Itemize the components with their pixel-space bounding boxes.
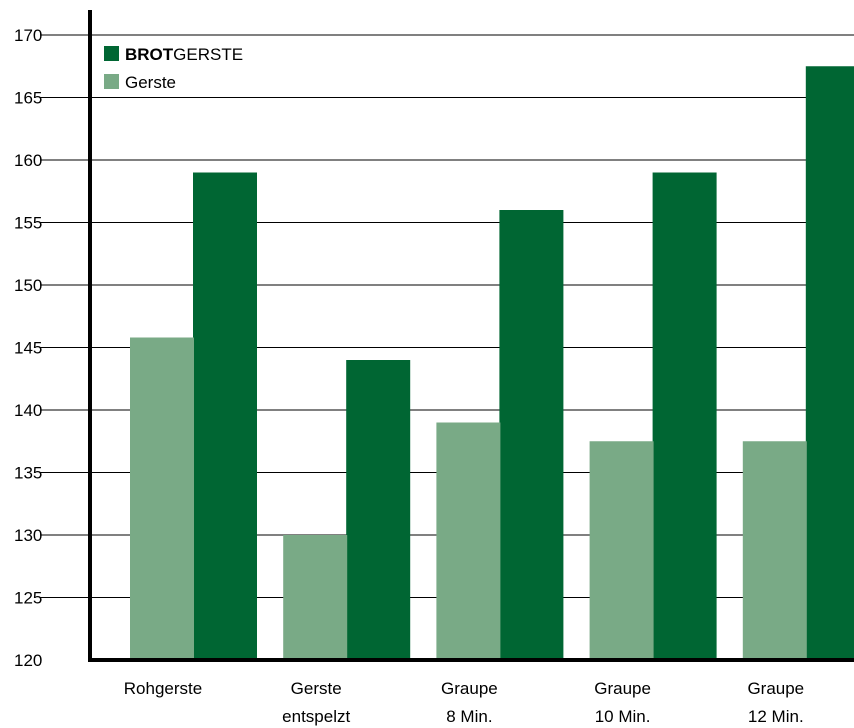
y-tick-labels: 120 125 130 135 140 145 150 155 160 165 170 xyxy=(14,26,42,670)
x-category-label: 12 Min. xyxy=(748,707,804,726)
y-tick-label: 135 xyxy=(14,464,42,483)
y-tick-label: 125 xyxy=(14,589,42,608)
axes xyxy=(88,10,854,662)
y-tick-label: 120 xyxy=(14,651,42,670)
x-category-label: 10 Min. xyxy=(595,707,651,726)
y-tick-label: 130 xyxy=(14,526,42,545)
x-category-label: entspelzt xyxy=(282,707,350,726)
y-tick-label: 170 xyxy=(14,26,42,45)
legend: BROTGERSTE Gerste xyxy=(104,45,243,92)
bar-brotgerste xyxy=(805,66,854,660)
y-tick-label: 160 xyxy=(14,151,42,170)
bar-gerste xyxy=(742,441,807,660)
bars xyxy=(130,66,854,660)
bar-gerste xyxy=(283,535,348,660)
bar-brotgerste xyxy=(499,210,564,660)
x-category-label: Gerste xyxy=(291,679,342,698)
x-category-label: Rohgerste xyxy=(124,679,202,698)
x-category-label: 8 Min. xyxy=(446,707,492,726)
x-category-label: Graupe xyxy=(747,679,804,698)
bar-brotgerste xyxy=(652,172,717,660)
legend-label-bold: BROT xyxy=(125,45,174,64)
legend-swatch-gerste xyxy=(104,74,119,89)
y-tick-label: 145 xyxy=(14,339,42,358)
y-tick-label: 150 xyxy=(14,276,42,295)
legend-label-brotgerste: BROTGERSTE xyxy=(125,45,243,64)
x-category-label: Graupe xyxy=(594,679,651,698)
bar-gerste xyxy=(589,441,654,660)
legend-label-rest: GERSTE xyxy=(173,45,243,64)
bar-brotgerste xyxy=(346,360,411,660)
legend-swatch-brotgerste xyxy=(104,46,119,61)
legend-label-gerste: Gerste xyxy=(125,73,176,92)
y-tick-label: 140 xyxy=(14,401,42,420)
y-tick-label: 165 xyxy=(14,89,42,108)
bar-gerste xyxy=(130,337,194,660)
x-category-label: Graupe xyxy=(441,679,498,698)
x-category-labels: Rohgerste Gerste entspelzt Graupe 8 Min. Grau… xyxy=(124,679,804,726)
bar-gerste xyxy=(436,422,501,660)
y-tick-label: 155 xyxy=(14,214,42,233)
bar-brotgerste xyxy=(193,172,257,660)
